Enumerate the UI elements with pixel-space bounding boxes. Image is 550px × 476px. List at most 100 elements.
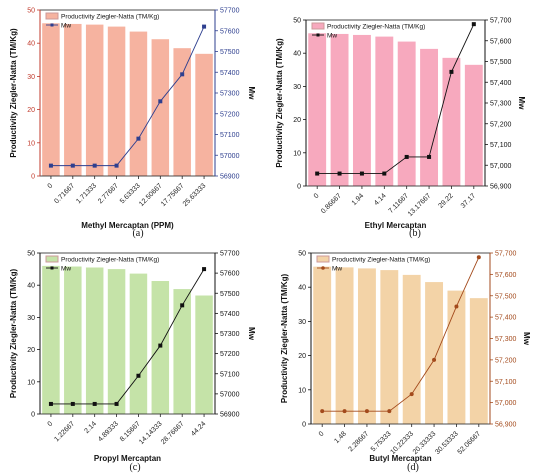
legend-marker	[316, 33, 320, 37]
bar	[402, 274, 421, 424]
mw-point	[202, 267, 207, 272]
y2-axis-label: Mw	[247, 327, 256, 341]
left-tick-label: 40	[27, 41, 35, 48]
right-tick-label: 57,300	[490, 101, 512, 108]
mw-point	[404, 154, 409, 159]
y2-axis-label: Mw	[517, 97, 526, 111]
y-axis-label: Productivity Ziegler-Natta (TM/Kg)	[280, 273, 289, 403]
x-tick-label: 0	[313, 192, 321, 200]
bar	[330, 33, 349, 186]
right-tick-label: 57,700	[495, 251, 517, 258]
chart-panel-2: 0 10 20 30 40 50 56,900 57,000 57,100 57,200 57,30…	[275, 18, 526, 240]
left-tick-label: 30	[27, 315, 35, 322]
mw-point	[202, 24, 207, 29]
mw-line	[50, 268, 205, 405]
x-tick-label: 28.76667	[160, 420, 186, 446]
legend-marker	[50, 266, 54, 270]
x-tick-label: 2.14	[84, 420, 99, 435]
legend-label-line: Mw	[327, 33, 337, 40]
right-tick-label: 57,100	[490, 142, 512, 149]
bar	[397, 41, 416, 186]
legend-label-line: Mw	[61, 23, 71, 30]
right-tick-label: 57400	[220, 70, 240, 77]
x-tick-label: 30.53333	[434, 430, 460, 456]
right-tick-label: 57500	[220, 49, 240, 56]
bar	[447, 290, 466, 424]
left-tick-label: 10	[27, 140, 35, 147]
bar	[173, 48, 191, 176]
right-tick-label: 57,600	[490, 38, 512, 45]
left-tick-label: 0	[297, 184, 301, 191]
legend-swatch-bar	[45, 255, 59, 263]
right-tick-label: 57,700	[490, 18, 512, 25]
mw-point	[180, 303, 185, 308]
panel-caption: (b)	[409, 228, 421, 239]
mw-point	[432, 357, 437, 362]
left-tick-label: 50	[293, 18, 301, 25]
right-tick-label: 57100	[220, 132, 240, 139]
x-axis-label: Propyl Mercaptan	[94, 454, 161, 463]
left-tick-label: 10	[293, 150, 301, 157]
legend-marker	[50, 23, 54, 27]
left-tick-label: 40	[27, 283, 35, 290]
mw-point	[136, 373, 141, 378]
x-tick-label: 2.77667	[97, 182, 120, 205]
x-tick-label: 2.28667	[348, 430, 371, 453]
mw-point	[180, 72, 185, 77]
bar	[129, 273, 148, 414]
x-tick-label: 13.17667	[407, 192, 433, 218]
right-tick-label: 57,500	[495, 293, 517, 300]
bar	[151, 39, 170, 176]
x-tick-label: 20.33333	[412, 430, 438, 456]
left-tick-label: 0	[31, 412, 35, 419]
right-tick-label: 57000	[220, 391, 240, 398]
x-tick-label: 52.06667	[457, 430, 483, 456]
bar	[42, 23, 60, 177]
left-tick-label: 50	[27, 251, 35, 258]
mw-point	[114, 401, 119, 406]
x-tick-label: 0.86667	[320, 192, 343, 215]
right-tick-label: 57400	[220, 311, 240, 318]
mw-point	[315, 171, 320, 176]
right-tick-label: 56900	[220, 412, 240, 419]
mw-point	[158, 343, 163, 348]
right-tick-label: 57600	[220, 271, 240, 278]
bar	[195, 53, 213, 176]
left-tick-label: 40	[298, 285, 306, 292]
bar	[313, 266, 332, 424]
y2-axis-label: Mw	[522, 332, 531, 346]
mw-point	[92, 401, 97, 406]
mw-point	[92, 163, 97, 168]
right-tick-label: 57700	[220, 8, 240, 15]
panel-caption: (d)	[407, 462, 419, 473]
right-tick-label: 57300	[220, 91, 240, 98]
right-tick-label: 57,100	[495, 379, 517, 386]
bar	[442, 57, 461, 187]
left-tick-label: 40	[293, 51, 301, 58]
mw-point	[387, 409, 392, 414]
right-tick-label: 57,400	[495, 315, 517, 322]
legend-label-bar: Productivity Ziegler-Natta (TM/Kg)	[332, 257, 430, 264]
bar	[308, 33, 327, 186]
right-tick-label: 57,200	[495, 357, 517, 364]
left-tick-label: 20	[293, 117, 301, 124]
bar	[357, 268, 376, 424]
x-tick-label: 0	[47, 182, 55, 190]
bar	[352, 34, 371, 186]
mw-point	[449, 69, 454, 74]
bar	[129, 31, 148, 176]
legend-swatch-bar	[316, 255, 330, 263]
mw-point	[382, 171, 387, 176]
left-tick-label: 0	[31, 174, 35, 181]
mw-point	[70, 401, 75, 406]
right-tick-label: 57000	[220, 153, 240, 160]
mw-line	[317, 23, 475, 175]
x-tick-label: 44.24	[190, 420, 207, 437]
mw-point	[158, 99, 163, 104]
left-tick-label: 20	[298, 353, 306, 360]
legend-label-bar: Productivity Ziegler-Natta (TM/Kg)	[61, 257, 159, 264]
right-tick-label: 57100	[220, 371, 240, 378]
bar	[85, 24, 104, 176]
right-tick-label: 57,000	[490, 163, 512, 170]
